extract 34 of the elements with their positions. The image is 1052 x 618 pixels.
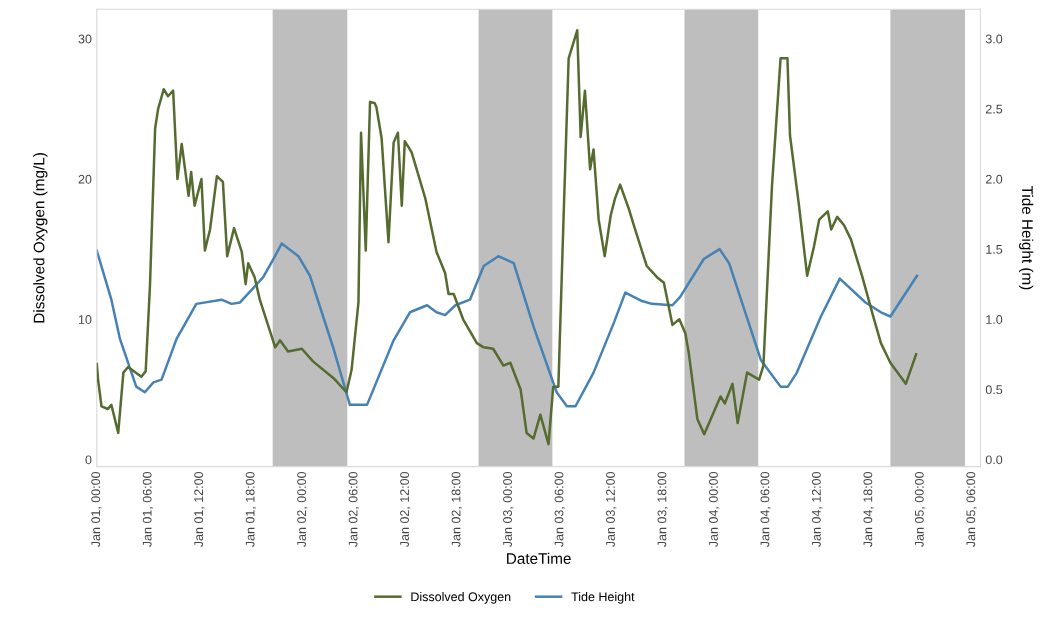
- x-tick-label: Jan 04, 00:00: [709, 471, 720, 548]
- x-tick-label: Jan 03, 18:00: [657, 471, 668, 548]
- y-tick-label: 10: [78, 315, 92, 324]
- y2-tick-label: 0.5: [985, 385, 1003, 395]
- y2-axis-title: Tide Height (m): [1019, 185, 1034, 290]
- y2-tick-label: 2.5: [985, 104, 1003, 114]
- y2-tick-label: 2.0: [985, 174, 1003, 184]
- x-tick-label: Jan 05, 00:00: [914, 471, 926, 548]
- x-tick-label: Jan 04, 18:00: [863, 471, 874, 548]
- y2-tick-label: 1.0: [986, 315, 1003, 324]
- y2-tick-label: 3.0: [985, 34, 1003, 44]
- x-tick-label: Jan 05, 06:00: [966, 471, 977, 548]
- y-tick-label: 30: [78, 34, 92, 44]
- x-tick-label: Jan 04, 06:00: [760, 471, 771, 548]
- x-tick-label: Jan 01, 18:00: [245, 471, 257, 548]
- legend-label: Dissolved Oxygen: [411, 592, 511, 604]
- y-tick-label: 20: [78, 174, 92, 184]
- x-axis-title: DateTime: [507, 552, 571, 564]
- x-tick-label: Jan 03, 06:00: [554, 471, 565, 548]
- x-tick-label: Jan 01, 00:00: [91, 471, 102, 548]
- y-axis-title: Dissolved Oxygen (mg/L): [33, 153, 48, 323]
- x-tick-label: Jan 04, 12:00: [811, 471, 823, 548]
- x-tick-label: Jan 02, 06:00: [348, 471, 359, 548]
- x-tick-label: Jan 01, 12:00: [194, 471, 205, 548]
- x-tick-label: Jan 02, 12:00: [400, 471, 411, 548]
- y2-tick-label: 1.5: [986, 245, 1003, 254]
- x-tick-label: Jan 02, 00:00: [297, 471, 308, 548]
- x-tick-label: Jan 03, 00:00: [503, 471, 514, 548]
- legend-label: Tide Height: [571, 592, 635, 604]
- y-tick-label: 0: [85, 455, 92, 465]
- x-tick-label: Jan 01, 06:00: [142, 471, 154, 548]
- x-tick-label: Jan 02, 18:00: [451, 471, 462, 548]
- y2-tick-label: 0.0: [985, 455, 1003, 465]
- x-tick-label: Jan 03, 12:00: [606, 471, 617, 548]
